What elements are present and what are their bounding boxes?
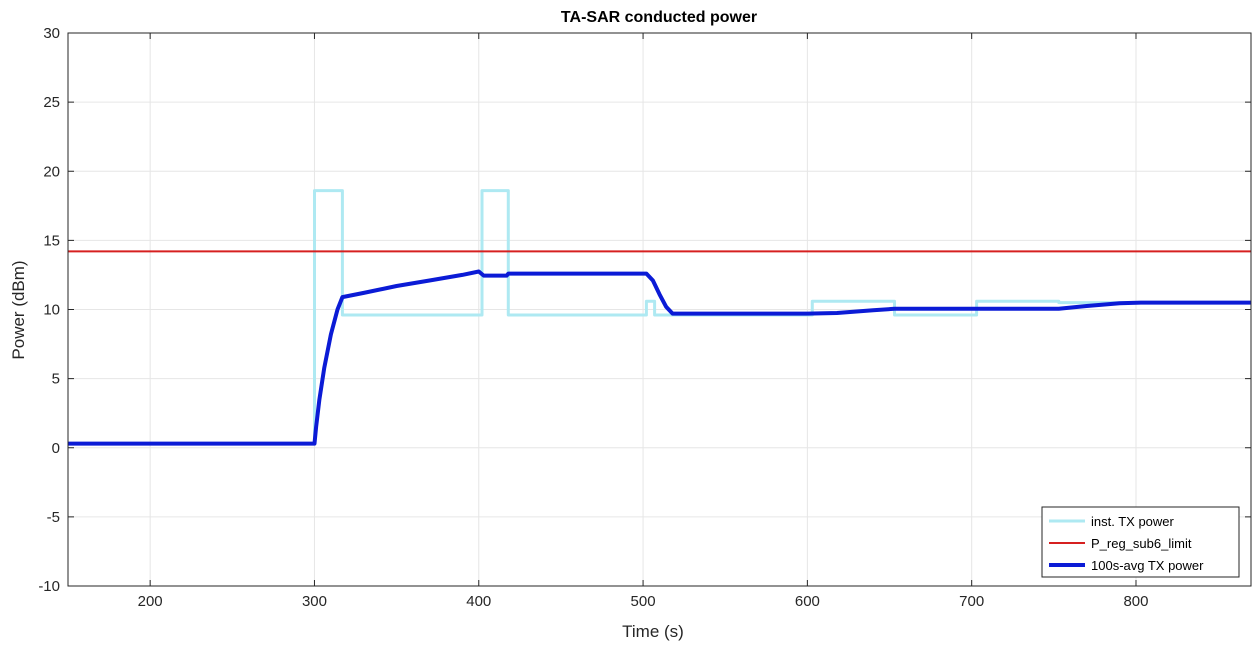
series-line-2 (68, 269, 1251, 446)
y-tick-label: 10 (43, 302, 60, 319)
legend-label: P_reg_sub6_limit (1091, 536, 1192, 551)
y-tick-label: -10 (38, 578, 60, 595)
y-tick-label: -5 (47, 509, 60, 526)
y-tick-label: 20 (43, 163, 60, 180)
y-axis-label: Power (dBm) (9, 260, 28, 359)
x-tick-label: 200 (138, 593, 163, 610)
y-tick-label: 5 (52, 371, 60, 388)
y-tick-label: 0 (52, 440, 60, 457)
legend-label: 100s-avg TX power (1091, 558, 1204, 573)
series-lines (68, 189, 1251, 446)
x-tick-label: 800 (1123, 593, 1148, 610)
plot-frame (67, 32, 1252, 587)
x-tick-labels: 200 300 400 500 600 700 800 (138, 33, 1149, 610)
y-tick-label: 25 (43, 94, 60, 111)
x-axis-label: Time (s) (622, 622, 684, 641)
x-tick-label: 600 (795, 593, 820, 610)
x-tick-label: 700 (959, 593, 984, 610)
legend: inst. TX power P_reg_sub6_limit 100s-avg T… (1041, 506, 1240, 578)
x-tick-label: 300 (302, 593, 327, 610)
x-tick-label: 500 (631, 593, 656, 610)
y-tick-label: 15 (43, 232, 60, 249)
chart-title: TA-SAR conducted power (561, 9, 757, 26)
y-tick-label: 30 (43, 25, 60, 42)
legend-label: inst. TX power (1091, 514, 1175, 529)
x-tick-label: 400 (466, 593, 491, 610)
